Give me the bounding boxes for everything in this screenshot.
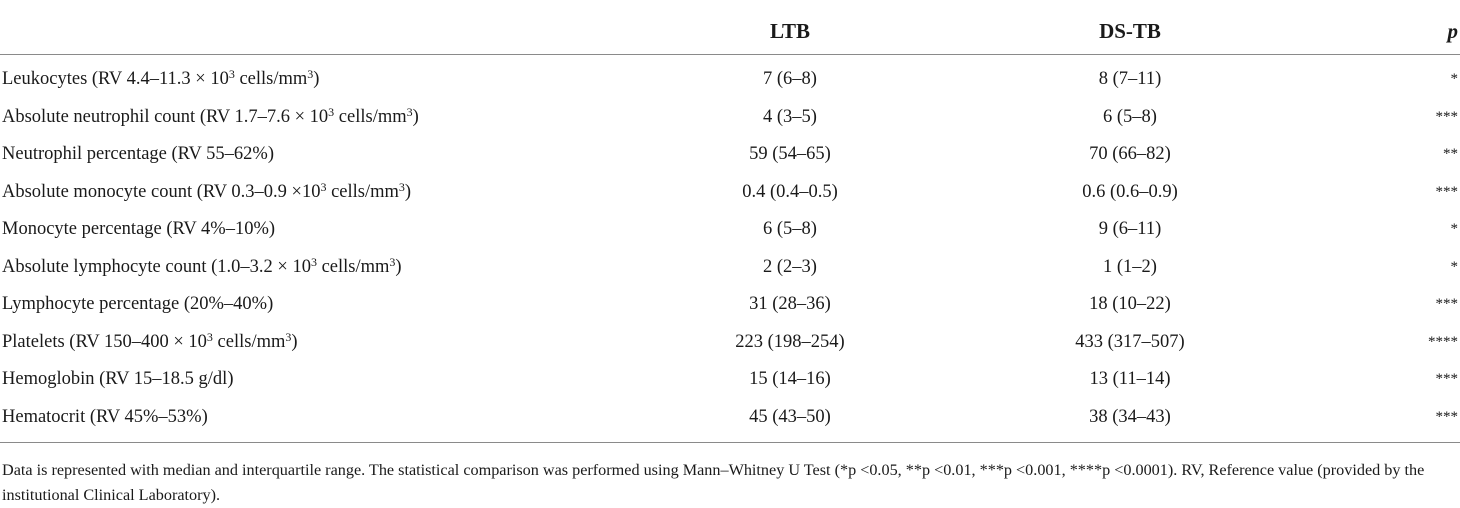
table-row: Absolute neutrophil count (RV 1.7–7.6 × … (0, 99, 1460, 137)
table-row: Absolute monocyte count (RV 0.3–0.9 ×103… (0, 174, 1460, 212)
ltb-value: 223 (198–254) (735, 331, 845, 352)
p-significance: * (1450, 221, 1459, 238)
p-significance: *** (1435, 371, 1459, 388)
ds-tb-value: 18 (10–22) (1089, 294, 1171, 315)
table-body: Leukocytes (RV 4.4–11.3 × 103 cells/mm3)… (0, 55, 1460, 443)
table-row: Leukocytes (RV 4.4–11.3 × 103 cells/mm3)… (0, 55, 1460, 99)
table-row: Platelets (RV 150–400 × 103 cells/mm3) 2… (0, 324, 1460, 362)
row-label: Absolute lymphocyte count (1.0–3.2 × 103… (2, 254, 402, 277)
row-label: Platelets (RV 150–400 × 103 cells/mm3) (2, 329, 298, 352)
row-label: Leukocytes (RV 4.4–11.3 × 103 cells/mm3) (2, 67, 320, 90)
header-ltb: LTB (620, 0, 960, 55)
p-significance: *** (1435, 408, 1459, 425)
row-label: Absolute monocyte count (RV 0.3–0.9 ×103… (2, 179, 412, 202)
ds-tb-value: 1 (1–2) (1103, 256, 1157, 277)
ds-tb-value: 9 (6–11) (1098, 219, 1162, 240)
table-row: Neutrophil percentage (RV 55–62%) 59 (54… (0, 136, 1460, 174)
results-table-container: LTB DS-TB p Leukocytes (RV 4.4–11.3 × 10… (0, 0, 1460, 443)
ds-tb-value: 6 (5–8) (1103, 106, 1157, 127)
results-table: LTB DS-TB p Leukocytes (RV 4.4–11.3 × 10… (0, 0, 1460, 443)
ltb-value: 15 (14–16) (749, 369, 831, 390)
table-row: Monocyte percentage (RV 4%–10%) 6 (5–8) … (0, 211, 1460, 249)
ltb-value: 0.4 (0.4–0.5) (742, 181, 838, 202)
header-parameter (0, 0, 620, 55)
p-significance: * (1450, 258, 1459, 275)
table-row: Hematocrit (RV 45%–53%) 45 (43–50) 38 (3… (0, 399, 1460, 443)
header-p-value: p (1300, 0, 1460, 55)
ltb-value: 4 (3–5) (763, 106, 817, 127)
ltb-value: 59 (54–65) (749, 144, 831, 165)
row-label: Hemoglobin (RV 15–18.5 g/dl) (2, 369, 234, 390)
ds-tb-value: 0.6 (0.6–0.9) (1082, 181, 1178, 202)
row-label: Lymphocyte percentage (20%–40%) (2, 294, 274, 315)
ltb-value: 6 (5–8) (763, 219, 817, 240)
table-footnote: Data is represented with median and inte… (2, 461, 1425, 504)
ds-tb-value: 8 (7–11) (1098, 69, 1162, 90)
ltb-value: 45 (43–50) (749, 406, 831, 427)
p-significance: * (1450, 71, 1459, 88)
ds-tb-value: 13 (11–14) (1089, 369, 1171, 390)
p-significance: *** (1435, 183, 1459, 200)
ltb-value: 31 (28–36) (749, 294, 831, 315)
p-significance: ** (1443, 146, 1458, 163)
ds-tb-value: 38 (34–43) (1089, 406, 1171, 427)
table-row: Hemoglobin (RV 15–18.5 g/dl) 15 (14–16) … (0, 361, 1460, 399)
p-significance: **** (1428, 333, 1458, 350)
table-bottom-rule (0, 442, 1460, 443)
p-significance: *** (1435, 296, 1459, 313)
ds-tb-value: 70 (66–82) (1089, 144, 1171, 165)
header-ds-tb: DS-TB (960, 0, 1300, 55)
table-row: Lymphocyte percentage (20%–40%) 31 (28–3… (0, 286, 1460, 324)
p-significance: *** (1435, 108, 1459, 125)
table-row: Absolute lymphocyte count (1.0–3.2 × 103… (0, 249, 1460, 287)
row-label: Hematocrit (RV 45%–53%) (2, 406, 208, 427)
row-label: Absolute neutrophil count (RV 1.7–7.6 × … (2, 104, 419, 127)
ds-tb-value: 433 (317–507) (1075, 331, 1185, 352)
row-label: Monocyte percentage (RV 4%–10%) (2, 219, 276, 240)
ltb-value: 7 (6–8) (763, 69, 817, 90)
ltb-value: 2 (2–3) (763, 256, 817, 277)
row-label: Neutrophil percentage (RV 55–62%) (2, 144, 274, 165)
header-row: LTB DS-TB p (0, 0, 1460, 55)
